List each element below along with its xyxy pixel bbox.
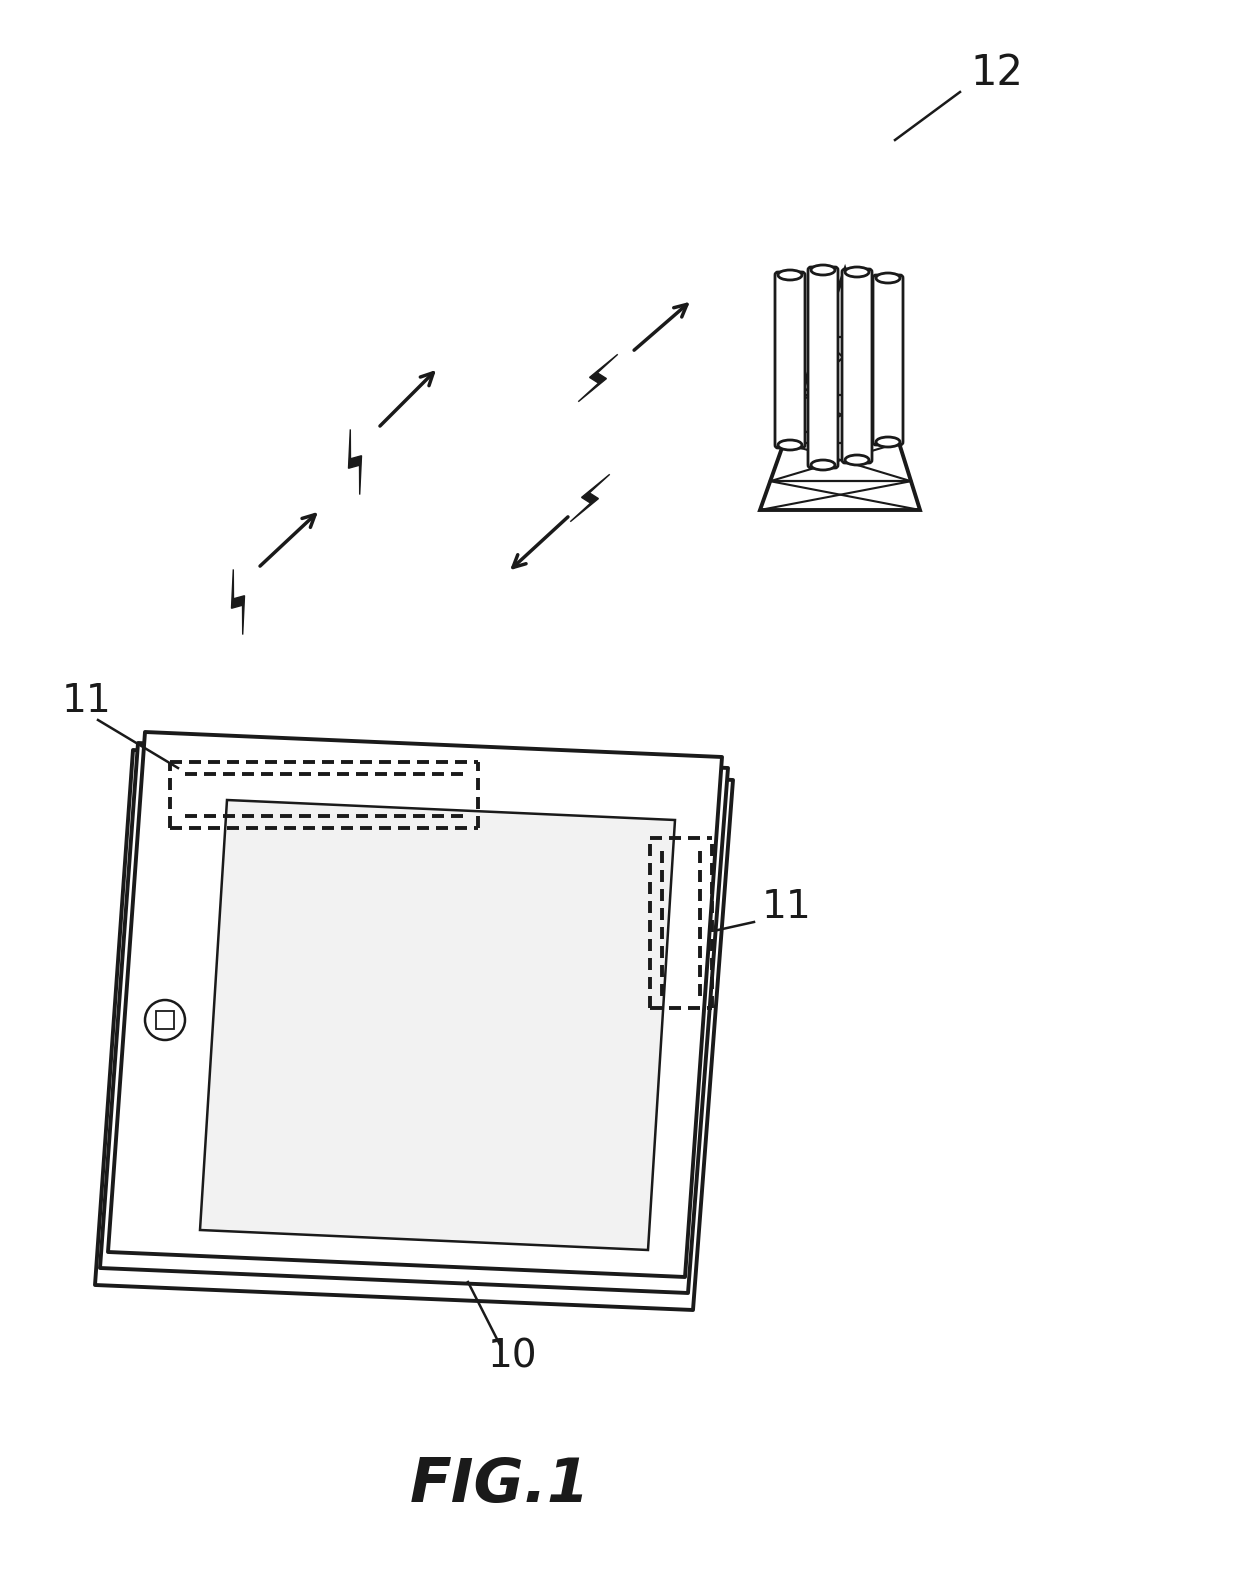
Polygon shape — [578, 355, 618, 402]
Text: FIG.1: FIG.1 — [409, 1456, 590, 1515]
Ellipse shape — [777, 270, 802, 280]
Bar — [156, 1011, 174, 1029]
FancyBboxPatch shape — [873, 275, 903, 445]
FancyBboxPatch shape — [775, 272, 805, 448]
Polygon shape — [100, 743, 728, 1293]
Text: 10: 10 — [489, 1339, 538, 1375]
Ellipse shape — [777, 440, 802, 450]
Ellipse shape — [875, 273, 900, 283]
Polygon shape — [200, 800, 675, 1250]
FancyBboxPatch shape — [842, 269, 872, 463]
Ellipse shape — [875, 437, 900, 447]
Text: 12: 12 — [970, 52, 1023, 94]
Polygon shape — [95, 750, 733, 1310]
Polygon shape — [570, 474, 610, 522]
Polygon shape — [232, 569, 244, 634]
Ellipse shape — [844, 267, 869, 277]
Text: 11: 11 — [62, 682, 112, 720]
Circle shape — [145, 1000, 185, 1040]
FancyBboxPatch shape — [808, 267, 838, 467]
Polygon shape — [108, 731, 722, 1277]
Polygon shape — [348, 429, 362, 494]
Ellipse shape — [844, 455, 869, 464]
Ellipse shape — [811, 460, 835, 471]
Text: 11: 11 — [763, 887, 812, 925]
Ellipse shape — [811, 266, 835, 275]
